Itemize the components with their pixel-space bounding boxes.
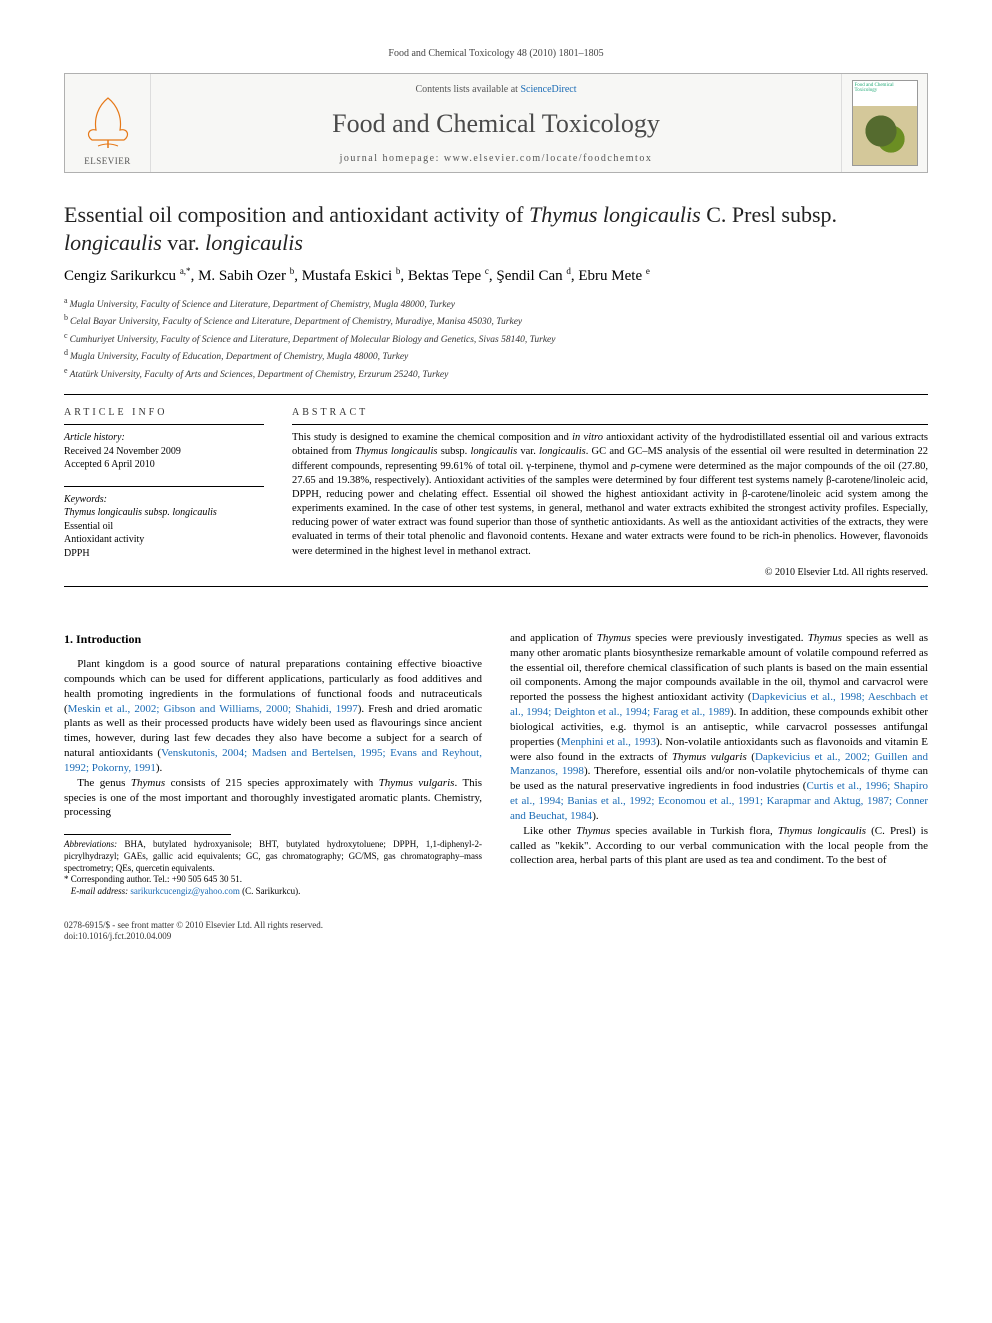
homepage-url: www.elsevier.com/locate/foodchemtox — [444, 153, 652, 164]
history-label: Article history: — [64, 431, 264, 445]
body-paragraph: The genus Thymus consists of 215 species… — [64, 776, 482, 821]
journal-title: Food and Chemical Toxicology — [159, 109, 833, 139]
issn-copyright-line: 0278-6915/$ - see front matter © 2010 El… — [64, 920, 928, 932]
article-title: Essential oil composition and antioxidan… — [64, 201, 928, 256]
publisher-name: ELSEVIER — [84, 156, 131, 166]
abstract-copyright: © 2010 Elsevier Ltd. All rights reserved… — [292, 567, 928, 578]
affiliation: cCumhuriyet University, Faculty of Scien… — [64, 330, 928, 347]
abbrev-label: Abbreviations: — [64, 839, 117, 849]
article-info-heading: ARTICLE INFO — [64, 407, 264, 418]
affiliation: dMugla University, Faculty of Education,… — [64, 347, 928, 364]
affiliation: aMugla University, Faculty of Science an… — [64, 295, 928, 312]
keyword: Essential oil — [64, 520, 264, 534]
abbreviations-footnote: Abbreviations: BHA, butylated hydroxyani… — [64, 839, 482, 874]
cover-title-text: Food and Chemical Toxicology — [855, 83, 915, 93]
affiliations: aMugla University, Faculty of Science an… — [64, 295, 928, 382]
email-footnote: E-mail address: sarikurkcucengiz@yahoo.c… — [64, 886, 482, 898]
body-paragraph: and application of Thymus species were p… — [510, 631, 928, 824]
abstract-heading: ABSTRACT — [292, 407, 928, 418]
keywords-label: Keywords: — [64, 493, 264, 507]
cover-image-icon — [861, 115, 911, 155]
keywords-block: Keywords: Thymus longicaulis subsp. long… — [64, 493, 264, 561]
author-list: Cengiz Sarikurkcu a,*, M. Sabih Ozer b, … — [64, 266, 928, 285]
abstract-text: This study is designed to examine the ch… — [292, 431, 928, 559]
affiliation: eAtatürk University, Faculty of Arts and… — [64, 365, 928, 382]
abbrev-text: BHA, butylated hydroxyanisole; BHT, buty… — [64, 839, 482, 872]
elsevier-tree-icon — [78, 92, 138, 152]
page-footer: 0278-6915/$ - see front matter © 2010 El… — [64, 920, 928, 943]
article-info-column: ARTICLE INFO Article history: Received 2… — [64, 407, 264, 578]
keyword: Antioxidant activity — [64, 533, 264, 547]
doi-line: doi:10.1016/j.fct.2010.04.009 — [64, 931, 928, 943]
section-heading-introduction: 1. Introduction — [64, 631, 482, 647]
received-date: Received 24 November 2009 — [64, 445, 264, 459]
footnotes-block: Abbreviations: BHA, butylated hydroxyani… — [64, 834, 482, 897]
journal-cover-thumbnail: Food and Chemical Toxicology — [852, 80, 918, 166]
email-suffix: (C. Sarikurkcu). — [240, 886, 301, 896]
divider — [64, 586, 928, 587]
article-history-block: Article history: Received 24 November 20… — [64, 431, 264, 472]
journal-homepage-line: journal homepage: www.elsevier.com/locat… — [159, 153, 833, 164]
journal-masthead: ELSEVIER Contents lists available at Sci… — [64, 73, 928, 173]
keyword: DPPH — [64, 547, 264, 561]
divider — [64, 394, 928, 395]
sciencedirect-link[interactable]: ScienceDirect — [520, 84, 576, 95]
publisher-logo-block: ELSEVIER — [65, 74, 151, 172]
contents-prefix: Contents lists available at — [415, 84, 520, 95]
affiliation: bCelal Bayar University, Faculty of Scie… — [64, 312, 928, 329]
running-head: Food and Chemical Toxicology 48 (2010) 1… — [64, 48, 928, 59]
abstract-column: ABSTRACT This study is designed to exami… — [292, 407, 928, 578]
body-paragraph: Plant kingdom is a good source of natura… — [64, 657, 482, 776]
body-two-column: 1. Introduction Plant kingdom is a good … — [64, 631, 928, 898]
homepage-prefix: journal homepage: — [340, 153, 444, 164]
journal-cover-block: Food and Chemical Toxicology — [841, 74, 927, 172]
email-label: E-mail address: — [71, 886, 128, 896]
corresponding-author-footnote: * Corresponding author. Tel.: +90 505 64… — [64, 874, 482, 886]
body-paragraph: Like other Thymus species available in T… — [510, 824, 928, 869]
corresponding-email-link[interactable]: sarikurkcucengiz@yahoo.com — [130, 886, 240, 896]
keyword: Thymus longicaulis subsp. longicaulis — [64, 506, 264, 520]
accepted-date: Accepted 6 April 2010 — [64, 458, 264, 472]
contents-available-line: Contents lists available at ScienceDirec… — [159, 84, 833, 95]
